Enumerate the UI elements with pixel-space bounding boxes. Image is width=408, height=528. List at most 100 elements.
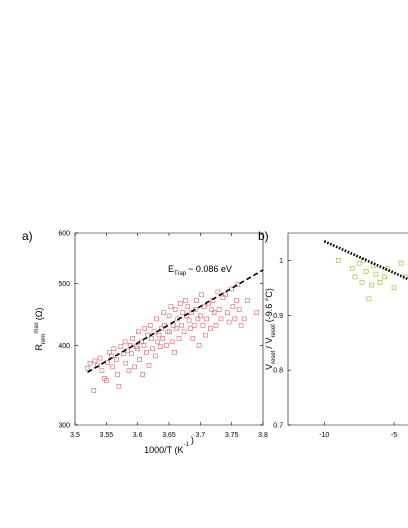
label-part: rem (41, 334, 47, 344)
point (146, 363, 152, 368)
point (238, 322, 244, 328)
annotation: ETrap ~ 0.086 eV (168, 264, 232, 277)
point (147, 322, 153, 328)
point (150, 346, 156, 352)
label-part: reset (271, 350, 277, 364)
point (172, 307, 178, 312)
point (95, 363, 100, 368)
point (200, 322, 206, 328)
x-tick-label: 3.65 (162, 432, 176, 439)
point (152, 353, 158, 359)
point (234, 298, 239, 303)
label-part: Trap (174, 271, 187, 277)
point (186, 317, 192, 323)
point (398, 260, 404, 266)
point (118, 344, 124, 350)
point (384, 266, 390, 271)
point (142, 326, 147, 331)
panel: -10 -5 0.7 0.8 0.9 1 (273, 232, 408, 439)
y-axis-label: Rremmax(Ω) (34, 308, 47, 351)
point (141, 343, 147, 348)
point (171, 322, 176, 328)
point (169, 339, 175, 345)
point (216, 307, 222, 312)
point (194, 298, 199, 303)
point (377, 280, 383, 285)
x-tick-label: -10 (319, 432, 329, 439)
point (115, 372, 120, 377)
label-part: / V (264, 338, 274, 349)
point (366, 296, 372, 302)
point (220, 295, 226, 301)
fit-line (87, 269, 264, 373)
point (193, 307, 198, 312)
point (226, 319, 232, 325)
y-tick-label: 0.9 (273, 313, 283, 320)
point (172, 350, 177, 355)
point (144, 350, 149, 355)
point (211, 310, 217, 315)
point (110, 364, 115, 370)
fit-line (323, 240, 408, 281)
point (230, 304, 236, 309)
point (130, 336, 135, 341)
label-part: E (168, 264, 174, 274)
point (157, 344, 163, 350)
point (104, 378, 109, 384)
point (97, 355, 103, 361)
x-tick-label: 3.55 (100, 432, 114, 439)
point (176, 336, 182, 341)
y-tick-label: 400 (58, 343, 70, 350)
point (370, 263, 376, 269)
point (177, 301, 183, 306)
point (352, 274, 358, 280)
point (111, 346, 117, 352)
point (85, 366, 90, 371)
point (359, 280, 365, 285)
point (179, 322, 184, 328)
y-tick-label: 1 (279, 258, 283, 265)
point (154, 316, 159, 322)
label-part: ~ 0.086 eV (188, 264, 232, 274)
point (168, 304, 174, 309)
y-tick-label: 0.7 (273, 423, 283, 430)
panel-label: a) (22, 229, 33, 243)
point (349, 266, 355, 271)
point (199, 292, 204, 298)
plot-frame (74, 232, 264, 426)
point (218, 316, 224, 322)
y-tick-label: 500 (58, 281, 70, 288)
point (167, 329, 172, 335)
point (356, 260, 362, 266)
point (180, 310, 186, 315)
point (120, 351, 126, 357)
point (174, 326, 179, 331)
x-tick-label: 3.7 (195, 432, 205, 439)
y-tick-label: 600 (58, 231, 70, 238)
point (236, 307, 242, 312)
point (369, 282, 375, 288)
panel-label: b) (258, 229, 269, 243)
x-tick-label: 3.6 (133, 432, 143, 439)
point (87, 360, 93, 366)
point (132, 364, 137, 370)
panel: 3.5 3.55 3.6 3.65 3.7 3.75 3.8 300 400 500 600 (58, 231, 268, 440)
point (245, 298, 250, 303)
label-part: ) (191, 435, 194, 445)
point (155, 339, 161, 345)
point (161, 310, 166, 315)
label-part: reset (271, 324, 277, 338)
point (203, 332, 208, 338)
point (114, 357, 119, 362)
point (116, 383, 122, 389)
label-part: (Ω) (34, 308, 44, 321)
point (151, 329, 157, 335)
point (92, 358, 98, 364)
y-tick-label: 0.8 (273, 368, 283, 375)
y-axis-label: Vreset/ Vreset (-9.6 °C) (264, 288, 277, 370)
point (223, 292, 228, 298)
point (195, 316, 201, 322)
point (373, 271, 379, 277)
point (185, 304, 191, 309)
